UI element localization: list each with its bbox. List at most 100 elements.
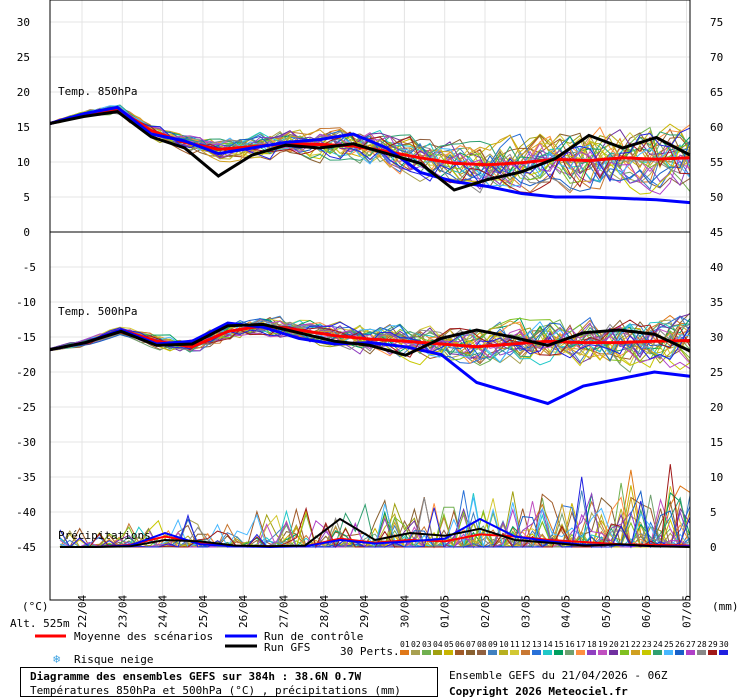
pert-number-label: 16	[565, 640, 575, 649]
right-tick-label: 0	[710, 541, 717, 554]
date-label: 07/05	[681, 595, 694, 628]
pert-color-swatch	[620, 650, 629, 655]
left-tick-label: 30	[17, 16, 30, 29]
panel-label-850hpa: Temp. 850hPa	[58, 85, 137, 98]
pert-color-swatch	[444, 650, 453, 655]
left-tick-label: -15	[16, 331, 36, 344]
ensemble-run-info: Ensemble GEFS du 21/04/2026 - 06Z	[449, 669, 668, 682]
right-tick-label: 10	[710, 471, 723, 484]
unit-right: (mm)	[712, 600, 739, 613]
pert-color-swatch	[422, 650, 431, 655]
pert-color-swatch	[642, 650, 651, 655]
right-tick-label: 40	[710, 261, 723, 274]
legend-gfs-label: Run GFS	[264, 641, 310, 654]
pert-number-label: 29	[708, 640, 718, 649]
pert-precip-line	[60, 496, 691, 548]
pert-number-label: 12	[521, 640, 531, 649]
date-label: 04/05	[560, 595, 573, 628]
right-tick-label: 50	[710, 191, 723, 204]
pert-number-label: 02	[411, 640, 421, 649]
right-tick-label: 75	[710, 16, 723, 29]
pert-color-swatch	[554, 650, 563, 655]
pert-color-swatch	[708, 650, 717, 655]
pert-color-swatch	[411, 650, 420, 655]
right-tick-label: 35	[710, 296, 723, 309]
pert-850-line	[49, 107, 691, 185]
footer-title: Diagramme des ensembles GEFS sur 384h : …	[30, 670, 362, 683]
pert-number-label: 30	[719, 640, 729, 649]
pert-number-label: 24	[653, 640, 663, 649]
left-tick-label: -20	[16, 366, 36, 379]
pert-color-swatch	[543, 650, 552, 655]
pert-color-swatch	[719, 650, 728, 655]
legend-perts-label: 30 Perts.	[340, 645, 400, 658]
pert-color-swatch	[477, 650, 486, 655]
pert-number-label: 19	[598, 640, 608, 649]
date-label: 01/05	[439, 595, 452, 628]
pert-color-swatch	[433, 650, 442, 655]
pert-number-label: 26	[675, 640, 685, 649]
right-tick-label: 5	[710, 506, 717, 519]
pert-number-label: 10	[499, 640, 509, 649]
left-tick-label: -40	[16, 506, 36, 519]
unit-left: (°C)	[22, 600, 49, 613]
left-tick-label: -5	[23, 261, 36, 274]
pert-color-swatch	[697, 650, 706, 655]
pert-number-label: 21	[620, 640, 630, 649]
pert-number-label: 14	[543, 640, 553, 649]
pert-color-swatch	[565, 650, 574, 655]
pert-number-label: 23	[642, 640, 652, 649]
pert-color-swatch	[631, 650, 640, 655]
panel-label-precip: Précipitations	[58, 529, 151, 542]
right-tick-label: 65	[710, 86, 723, 99]
date-label: 03/05	[519, 595, 532, 628]
pert-number-label: 05	[444, 640, 454, 649]
right-tick-label: 30	[710, 331, 723, 344]
altitude-label: Alt. 525m	[10, 617, 70, 630]
date-label: 05/05	[600, 595, 613, 628]
pert-color-swatch	[675, 650, 684, 655]
right-tick-label: 25	[710, 366, 723, 379]
footer-subtitle: Températures 850hPa et 500hPa (°C) , pré…	[30, 684, 401, 697]
legend-mean-label: Moyenne des scénarios	[74, 630, 213, 643]
pert-number-label: 17	[576, 640, 586, 649]
pert-color-swatch	[598, 650, 607, 655]
pert-color-swatch	[653, 650, 662, 655]
left-tick-label: 25	[17, 51, 30, 64]
pert-number-label: 22	[631, 640, 641, 649]
date-label: 02/05	[479, 595, 492, 628]
pert-number-label: 09	[488, 640, 498, 649]
pert-number-label: 06	[455, 640, 465, 649]
right-tick-label: 60	[710, 121, 723, 134]
bottom-panel-frame	[49, 231, 691, 601]
date-label: 26/04	[237, 595, 250, 628]
date-label: 29/04	[358, 595, 371, 628]
pert-number-label: 08	[477, 640, 487, 649]
pert-number-label: 11	[510, 640, 520, 649]
pert-number-label: 03	[422, 640, 432, 649]
right-tick-label: 20	[710, 401, 723, 414]
pert-color-swatch	[686, 650, 695, 655]
pert-number-label: 04	[433, 640, 443, 649]
pert-number-label: 28	[697, 640, 707, 649]
left-tick-label: 10	[17, 156, 30, 169]
left-tick-label: -45	[16, 541, 36, 554]
legend-control-label: Run de contrôle	[264, 630, 363, 643]
date-label: 22/04	[76, 595, 89, 628]
panel-label-500hpa: Temp. 500hPa	[58, 305, 137, 318]
pert-color-swatch	[488, 650, 497, 655]
date-label: 30/04	[398, 595, 411, 628]
axis-labels: 22/04 23/04 24/04 25/04 26/04 27/04 28/04 29/04…	[10, 16, 739, 630]
pert-color-swatch	[532, 650, 541, 655]
pert-850-line	[49, 106, 691, 182]
left-tick-label: 5	[23, 191, 30, 204]
left-tick-label: 20	[17, 86, 30, 99]
left-tick-label: -30	[16, 436, 36, 449]
left-tick-label: -10	[16, 296, 36, 309]
copyright: Copyright 2026 Meteociel.fr	[449, 685, 628, 698]
pert-precip-line	[59, 476, 691, 549]
right-tick-label: 70	[710, 51, 723, 64]
date-label: 28/04	[318, 595, 331, 628]
right-tick-label: 55	[710, 156, 723, 169]
left-tick-label: 15	[17, 121, 30, 134]
